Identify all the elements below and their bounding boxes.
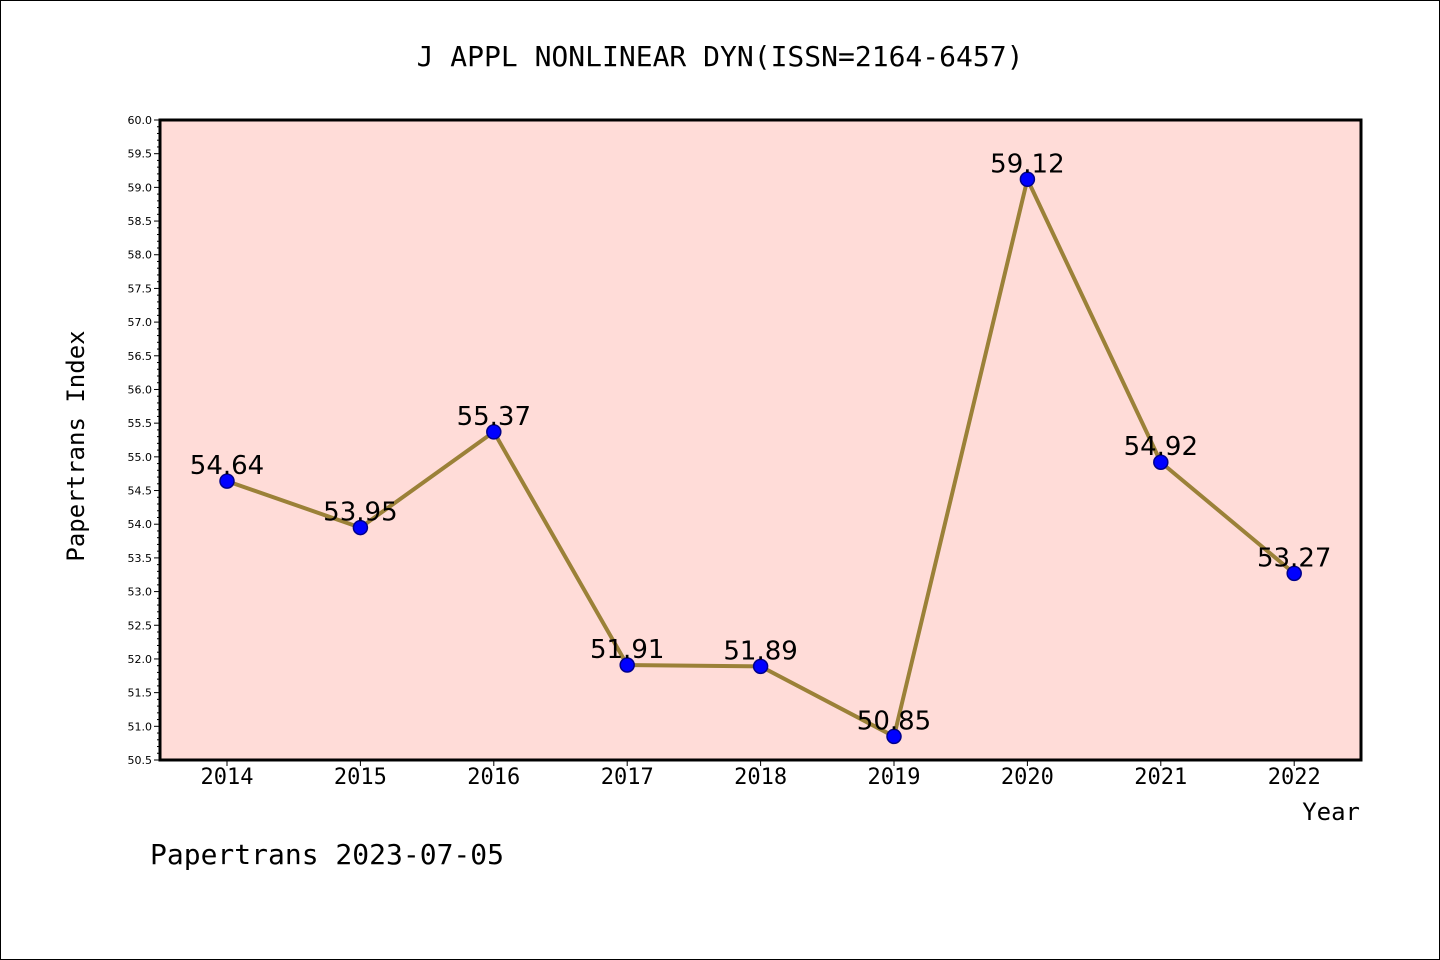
data-label: 53.95 <box>323 498 397 528</box>
x-tick-label: 2022 <box>1268 765 1321 790</box>
y-tick-label: 51.0 <box>128 720 153 733</box>
x-tick-label: 2019 <box>868 765 921 790</box>
y-tick-label: 56.5 <box>128 350 153 363</box>
y-axis-label: Papertrans Index <box>62 330 90 561</box>
data-label: 50.85 <box>857 706 931 736</box>
data-point <box>486 424 502 440</box>
y-tick-label: 52.5 <box>128 619 153 632</box>
plot-border <box>158 118 1363 762</box>
y-tick-label: 57.5 <box>128 282 153 295</box>
y-tick-label: 50.5 <box>128 754 153 767</box>
y-tick-label: 60.0 <box>128 114 153 127</box>
data-label: 54.92 <box>1124 432 1198 462</box>
series-markers <box>219 171 1302 745</box>
data-point <box>1019 171 1036 188</box>
x-axis-label: Year <box>1302 798 1360 826</box>
data-point <box>1153 454 1169 470</box>
y-tick-label: 57.0 <box>128 316 153 329</box>
x-axis: 2014 2015 2016 2017 2018 2019 2020 2021 2022 <box>201 760 1321 790</box>
footer-text: Papertrans 2023-07-05 <box>150 838 504 871</box>
x-tick-label: 2015 <box>334 765 387 790</box>
y-tick-label: 51.5 <box>128 687 153 700</box>
data-label: 55.37 <box>457 402 531 432</box>
x-tick-label: 2014 <box>201 765 254 790</box>
y-tick-label: 59.0 <box>128 181 153 194</box>
y-tick-label: 54.5 <box>128 485 153 498</box>
x-tick-label: 2018 <box>734 765 787 790</box>
x-tick-label: 2020 <box>1001 765 1054 790</box>
data-label: 53.27 <box>1257 543 1331 573</box>
y-tick-label: 54.0 <box>128 518 153 531</box>
data-labels: 54.64 53.95 55.37 51.91 51.89 50.85 59.12 54.92… <box>190 149 1332 736</box>
x-tick-label: 2021 <box>1134 765 1187 790</box>
data-label: 51.91 <box>590 635 664 665</box>
data-point <box>352 519 369 536</box>
y-tick-label: 58.0 <box>128 249 153 262</box>
data-point <box>219 473 235 489</box>
data-label: 59.12 <box>990 149 1064 179</box>
plot-area <box>160 120 1361 760</box>
y-tick-label: 55.0 <box>128 451 153 464</box>
y-tick-label: 56.0 <box>128 383 153 396</box>
data-label: 51.89 <box>723 636 797 666</box>
data-point <box>1286 565 1302 582</box>
data-label: 54.64 <box>190 451 264 481</box>
data-point <box>886 728 902 745</box>
x-tick-label: 2017 <box>601 765 654 790</box>
data-point <box>752 658 769 675</box>
y-tick-label: 53.0 <box>128 586 153 599</box>
y-tick-label: 53.5 <box>128 552 153 565</box>
y-tick-label: 58.5 <box>128 215 153 228</box>
y-tick-label: 59.5 <box>128 148 153 161</box>
x-tick-label: 2016 <box>467 765 520 790</box>
chart-title: J APPL NONLINEAR DYN(ISSN=2164-6457) <box>417 40 1024 73</box>
y-tick-label: 52.0 <box>128 653 153 666</box>
y-axis: 50.5 51.0 51.5 52.0 52.5 53.0 53.5 54.0 54.5 55.0… <box>128 114 160 767</box>
y-tick-label: 55.5 <box>128 417 153 430</box>
data-point <box>619 657 635 673</box>
